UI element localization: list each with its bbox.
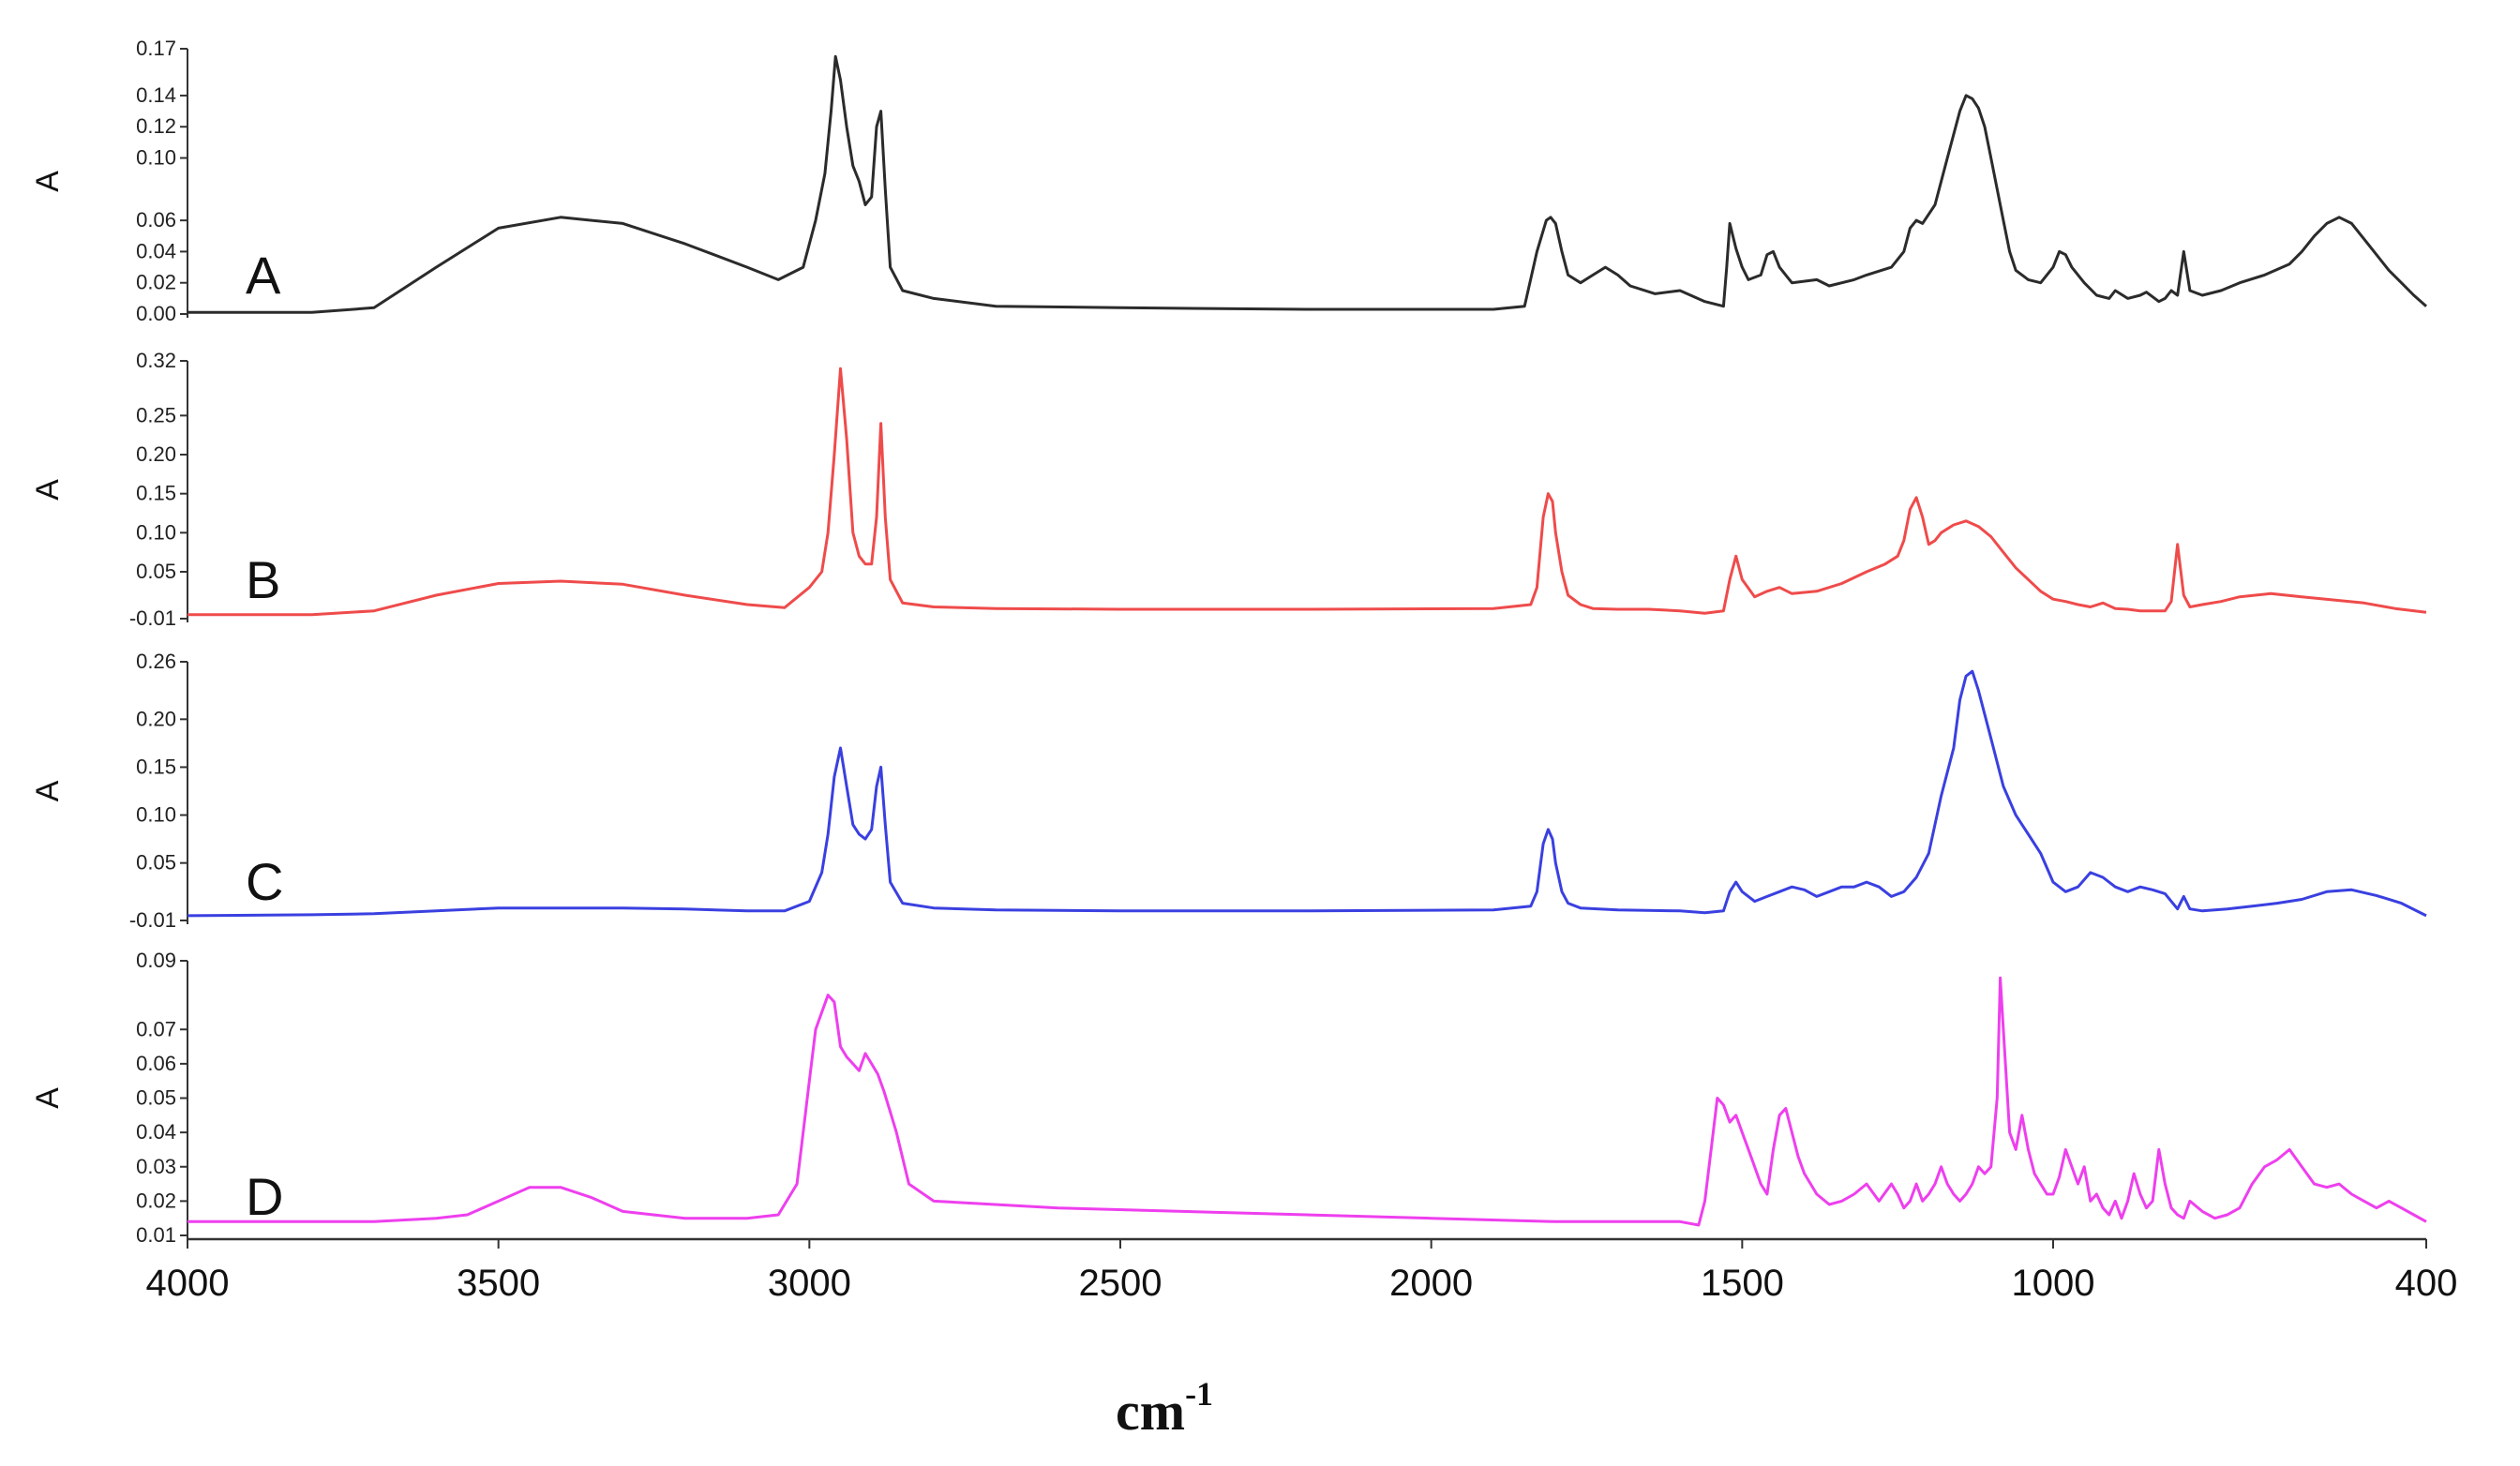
y-tick-label: 0.05: [136, 1086, 176, 1110]
x-axis-label-unit: cm: [1116, 1381, 1185, 1442]
y-tick-label: 0.05: [136, 851, 176, 875]
y-tick-label: 0.15: [136, 482, 176, 505]
spectrum-line-a: [188, 54, 2427, 314]
x-tick-label: 2000: [1389, 1263, 1473, 1304]
y-axis-label: A: [30, 171, 66, 192]
panel-label: B: [246, 550, 280, 609]
spectrum-line-d: [188, 976, 2427, 1227]
y-tick-label: 0.06: [136, 208, 176, 232]
x-tick-label: 4000: [146, 1263, 230, 1304]
y-axis-label: A: [30, 780, 66, 801]
x-tick-label: 2500: [1079, 1263, 1162, 1304]
x-tick-label: 3000: [768, 1263, 851, 1304]
spectrum-line-b: [188, 366, 2427, 617]
panel-d: 0.09 0.07 0.06 0.05 0.04 0.03 0.02 0.01 A D: [30, 949, 2427, 1247]
y-tick-label: 0.09: [136, 949, 176, 972]
y-tick-label: 0.15: [136, 755, 176, 778]
y-tick-label: 0.10: [136, 520, 176, 544]
panel-a: 0.17 0.14 0.12 0.10 0.06 0.04 0.02 0.00 A A: [30, 37, 2427, 325]
y-tick-label: 0.04: [136, 1120, 176, 1144]
y-tick-label: 0.12: [136, 114, 176, 138]
y-tick-label: -0.01: [129, 606, 176, 630]
y-tick-label: 0.25: [136, 403, 176, 426]
y-tick-label: 0.20: [136, 442, 176, 466]
panel-label: C: [246, 852, 283, 911]
y-tick-label: -0.01: [129, 908, 176, 932]
y-tick-label: 0.00: [136, 302, 176, 325]
y-tick-label: 0.02: [136, 1189, 176, 1212]
spectrum-line-c: [187, 669, 2427, 918]
y-tick-label: 0.02: [136, 271, 176, 294]
x-axis-label: cm-1: [1116, 1375, 1213, 1442]
y-axis-label: A: [30, 1087, 66, 1109]
y-tick-label: 0.01: [136, 1223, 176, 1247]
x-axis: 4000 3500 3000 2500 2000 1500 1000 400: [146, 1237, 2458, 1304]
y-tick-label: 0.06: [136, 1052, 176, 1075]
x-axis-label-exponent: -1: [1185, 1375, 1213, 1413]
x-tick-label: 400: [2395, 1263, 2458, 1304]
y-tick-label: 0.10: [136, 146, 176, 170]
y-tick-label: 0.07: [136, 1017, 176, 1040]
y-tick-label: 0.05: [136, 560, 176, 583]
x-tick-label: 1500: [1701, 1263, 1784, 1304]
panel-label: D: [246, 1167, 283, 1226]
y-tick-label: 0.17: [136, 37, 176, 60]
x-tick-label: 1000: [2012, 1263, 2095, 1304]
y-tick-label: 0.10: [136, 803, 176, 827]
y-tick-label: 0.03: [136, 1155, 176, 1178]
y-tick-label: 0.14: [136, 83, 176, 107]
spectra-panels: 0.170.140.120.100.060.040.020.00AA0.320.…: [30, 37, 2427, 1247]
panel-c: 0.26 0.20 0.15 0.10 0.05 -0.01 A C: [30, 650, 2427, 932]
panel-b: 0.32 0.25 0.20 0.15 0.10 0.05 -0.01 A B: [30, 349, 2427, 630]
y-tick-label: 0.32: [136, 349, 176, 372]
y-tick-label: 0.26: [136, 650, 176, 673]
x-tick-label: 3500: [457, 1263, 540, 1304]
y-axis-label: A: [30, 479, 66, 501]
y-tick-label: 0.20: [136, 707, 176, 730]
panel-label: A: [246, 246, 281, 305]
y-tick-label: 0.04: [136, 239, 176, 262]
